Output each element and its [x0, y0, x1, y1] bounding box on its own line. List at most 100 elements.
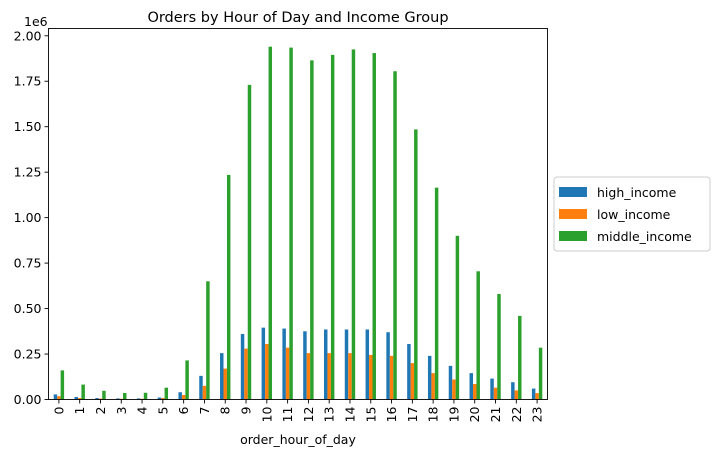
- x-tick-label: 10: [259, 406, 274, 422]
- bar-high_income-3: [116, 398, 120, 400]
- bar-high_income-15: [365, 329, 370, 400]
- bar-high_income-23: [531, 388, 536, 400]
- legend-label-high_income: high_income: [597, 185, 677, 200]
- bar-low_income-2: [98, 398, 103, 400]
- bar-high_income-10: [261, 327, 266, 400]
- bar-middle_income-8: [226, 174, 231, 400]
- bar-low_income-15: [369, 354, 373, 400]
- x-tick-label: 1: [72, 407, 87, 415]
- x-tick-label: 16: [384, 406, 399, 422]
- x-tick-label: 5: [155, 407, 170, 415]
- bar-middle_income-9: [247, 84, 252, 400]
- y-tick-label: 0.75: [14, 256, 42, 271]
- bar-high_income-7: [199, 375, 203, 400]
- bar-high_income-4: [136, 398, 141, 400]
- bar-middle_income-17: [414, 129, 418, 400]
- bars-layer: [53, 46, 543, 400]
- bar-high_income-21: [490, 378, 494, 400]
- bar-low_income-21: [493, 387, 498, 400]
- bar-low_income-11: [285, 347, 290, 400]
- bar-high_income-6: [178, 392, 182, 400]
- bar-low_income-19: [452, 379, 456, 400]
- legend: high_income low_income middle_income: [553, 176, 711, 252]
- bar-middle_income-22: [518, 315, 522, 400]
- bar-middle_income-1: [81, 384, 85, 400]
- chart-title: Orders by Hour of Day and Income Group: [147, 10, 448, 26]
- bar-low_income-18: [431, 373, 435, 400]
- y-axis: 0.00 0.25 0.50 0.75 1.00 1.25 1.50 1.75 2.00: [14, 28, 49, 407]
- x-tick-label: 0: [51, 406, 66, 414]
- bar-low_income-16: [389, 355, 394, 400]
- x-tick-label: 21: [488, 407, 503, 423]
- bar-middle_income-12: [310, 60, 314, 400]
- x-tick-label: 4: [135, 406, 150, 414]
- bar-middle_income-18: [434, 187, 439, 400]
- bar-middle_income-14: [351, 49, 356, 400]
- y-tick-label: 1.50: [14, 119, 42, 134]
- y-tick-label: 0.50: [14, 301, 42, 316]
- bar-middle_income-6: [185, 360, 189, 400]
- y-tick-label: 1.75: [14, 74, 42, 89]
- bar-middle_income-7: [206, 281, 210, 400]
- x-tick-label: 7: [197, 407, 212, 415]
- x-tick-label: 9: [239, 406, 254, 414]
- bar-high_income-0: [53, 394, 58, 400]
- bar-low_income-5: [161, 398, 165, 400]
- y-tick-label: 0.25: [14, 347, 42, 362]
- legend-swatch-middle_income: [559, 231, 587, 241]
- bar-low_income-20: [473, 384, 477, 400]
- bar-high_income-5: [157, 397, 162, 400]
- x-tick-label: 8: [218, 406, 233, 414]
- bar-low_income-8: [223, 368, 227, 400]
- x-tick-label: 20: [467, 406, 482, 422]
- bar-low_income-13: [327, 353, 331, 400]
- x-tick-label: 12: [301, 407, 316, 423]
- y-tick-label: 1.25: [14, 165, 42, 180]
- x-tick-label: 15: [363, 407, 378, 423]
- bar-low_income-17: [410, 363, 415, 400]
- bar-high_income-2: [95, 398, 99, 400]
- bar-high_income-17: [407, 344, 411, 400]
- x-tick-label: 23: [530, 407, 545, 423]
- x-tick-label: 17: [405, 407, 420, 423]
- x-tick-label: 13: [322, 407, 337, 423]
- bar-middle_income-5: [164, 387, 169, 400]
- y-tick-label: 0.00: [14, 392, 42, 407]
- plot-frame: [48, 28, 548, 400]
- legend-label-middle_income: middle_income: [597, 229, 692, 244]
- x-tick-label: 22: [509, 407, 524, 423]
- x-tick-label: 14: [342, 406, 357, 422]
- bar-low_income-9: [244, 348, 248, 400]
- bar-middle_income-10: [268, 46, 273, 400]
- bar-high_income-18: [427, 355, 432, 400]
- bar-middle_income-16: [393, 71, 397, 400]
- bar-middle_income-23: [538, 347, 543, 400]
- bar-high_income-13: [323, 329, 328, 400]
- bar-middle_income-4: [143, 392, 148, 400]
- x-tick-label: 18: [426, 406, 441, 422]
- bar-high_income-22: [511, 382, 515, 400]
- bar-low_income-1: [77, 398, 82, 400]
- bar-low_income-10: [265, 344, 269, 400]
- x-tick-label: 2: [93, 407, 108, 415]
- bar-middle_income-20: [476, 271, 480, 400]
- y-axis-offset-label: 1e6: [24, 14, 48, 29]
- bar-low_income-22: [514, 390, 519, 400]
- bar-high_income-19: [448, 365, 453, 400]
- legend-label-low_income: low_income: [597, 207, 671, 222]
- bar-low_income-0: [57, 396, 61, 400]
- bar-high_income-20: [469, 373, 473, 400]
- x-tick-label: 19: [446, 406, 461, 422]
- x-tick-label: 6: [176, 406, 191, 414]
- bar-high_income-16: [386, 332, 390, 400]
- bar-high_income-14: [344, 329, 349, 400]
- bar-high_income-11: [282, 328, 286, 400]
- bar-middle_income-0: [60, 370, 65, 400]
- bar-middle_income-3: [123, 392, 127, 400]
- bar-middle_income-2: [102, 390, 106, 400]
- y-tick-label: 1.00: [14, 210, 42, 225]
- bar-high_income-12: [303, 331, 307, 400]
- x-tick-label: 3: [114, 407, 129, 415]
- y-tick-label: 2.00: [14, 28, 42, 43]
